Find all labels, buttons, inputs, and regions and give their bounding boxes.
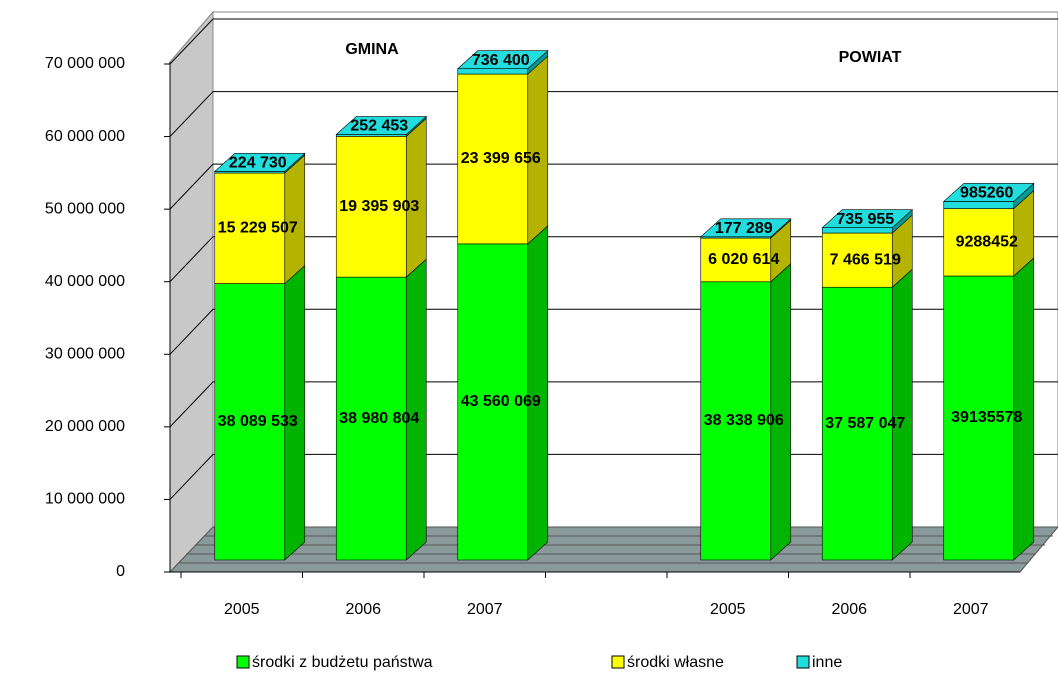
bar	[214, 283, 286, 561]
data-label: 252 453	[350, 118, 408, 135]
legend-label: środki z budżetu państwa	[252, 654, 433, 671]
legend-swatch	[236, 655, 250, 669]
grid-line	[169, 18, 1058, 65]
bar	[457, 73, 529, 245]
y-tick-label: 0	[116, 563, 125, 580]
legend-swatch	[796, 655, 810, 669]
data-label: 736 400	[472, 52, 530, 69]
y-tick-label: 50 000 000	[45, 200, 125, 217]
bar-top	[821, 209, 914, 228]
bar	[821, 232, 893, 288]
x-tick-label: 2006	[831, 601, 867, 618]
data-label: 7 466 519	[830, 251, 901, 268]
bar	[943, 201, 1015, 209]
data-label: 23 399 656	[461, 150, 541, 167]
data-label: 177 289	[715, 220, 773, 237]
bar	[943, 208, 1015, 277]
x-tick-label: 2007	[953, 601, 989, 618]
data-label: 38 338 906	[704, 412, 784, 429]
data-label: 38 089 533	[218, 413, 298, 430]
bar	[700, 237, 772, 283]
bar	[457, 68, 529, 75]
data-label: 6 020 614	[708, 251, 779, 268]
data-label: 37 587 047	[825, 415, 905, 432]
y-tick-label: 10 000 000	[45, 491, 125, 508]
bar	[700, 281, 772, 561]
bar	[943, 275, 1015, 561]
side-wall	[169, 10, 214, 574]
y-tick-label: 40 000 000	[45, 273, 125, 290]
annotation: POWIAT	[839, 49, 902, 66]
data-label: 224 730	[229, 155, 287, 172]
bar	[335, 276, 407, 561]
legend-label: inne	[812, 654, 842, 671]
bar-top	[456, 50, 549, 70]
y-tick-label: 70 000 000	[45, 55, 125, 72]
data-label: 985260	[960, 185, 1013, 202]
data-label: 43 560 069	[461, 393, 541, 410]
y-tick-label: 30 000 000	[45, 346, 125, 363]
data-label: 38 980 804	[339, 410, 419, 427]
grid-line	[169, 163, 1058, 210]
bar	[457, 243, 529, 561]
data-label: 39135578	[951, 409, 1022, 426]
bar	[335, 136, 407, 278]
y-tick-label: 60 000 000	[45, 128, 125, 145]
bar-top	[942, 183, 1035, 202]
bar	[821, 286, 893, 561]
grid-line	[169, 91, 1058, 137]
y-tick-label: 20 000 000	[45, 418, 125, 435]
x-tick-label: 2005	[224, 601, 260, 618]
data-label: 735 955	[836, 211, 894, 228]
annotation: GMINA	[345, 41, 399, 58]
legend-swatch	[611, 655, 625, 669]
legend-label: środki własne	[627, 654, 724, 671]
x-tick-label: 2005	[710, 601, 746, 618]
bar	[214, 172, 286, 284]
data-label: 15 229 507	[218, 220, 298, 237]
bar-top	[699, 218, 792, 238]
bar-top	[213, 153, 306, 172]
x-tick-label: 2006	[345, 601, 381, 618]
bar	[821, 227, 893, 234]
x-tick-label: 2007	[467, 601, 503, 618]
data-label: 19 395 903	[339, 198, 419, 215]
bar-top	[335, 116, 428, 135]
data-label: 9288452	[956, 234, 1018, 251]
